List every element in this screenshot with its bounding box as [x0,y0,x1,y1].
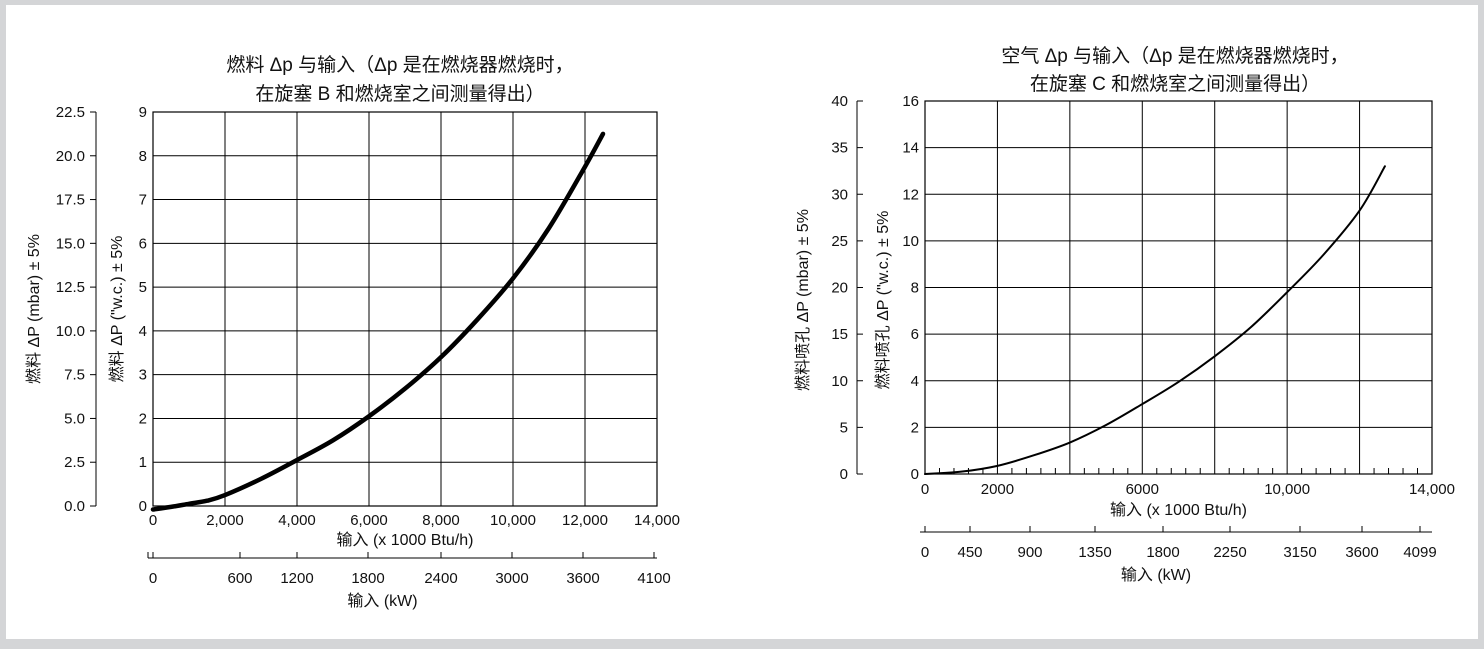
x-tick-label: 6,000 [350,512,388,529]
x2-tick-label: 2400 [424,570,457,587]
y-tick-label: 0 [911,466,919,483]
y-tick-label: 9 [139,104,147,121]
x-tick-label: 0 [149,512,157,529]
y-tick-label: 14 [902,140,919,157]
series-line [150,131,606,512]
x-tick-label: 14,000 [1409,481,1455,498]
x2-tick-label: 1350 [1078,544,1111,561]
chart-2: 空气 Δp 与输入（Δp 是在燃烧器燃烧时， 在旋塞 C 和燃烧室之间测量得出） 0… [794,45,1455,584]
x-axis-title: 输入 (x 1000 Btu/h) [1110,501,1247,519]
y2-tick-label: 17.5 [56,192,85,209]
y2-tick-label: 5.0 [64,410,85,427]
x2-tick-label: 0 [921,544,929,561]
x2-axis-title: 输入 (kW) [347,592,417,610]
y-tick-label: 2 [139,410,147,427]
x2-tick-label: 4099 [1403,544,1436,561]
chart-1: 燃料 Δp 与输入（Δp 是在燃烧器燃烧时， 在旋塞 B 和燃烧室之间测量得出） 0… [25,54,680,610]
x2-tick-label: 3600 [566,570,599,587]
y-tick-label: 8 [911,280,919,297]
y2-tick-label: 2.5 [64,454,85,471]
y2-tick-label: 25 [831,233,848,250]
y2-tick-label: 10 [831,373,848,390]
y-tick-label: 6 [911,326,919,343]
y-tick-label: 12 [902,186,919,203]
y2-tick-label: 30 [831,186,848,203]
x-tick-label: 4,000 [278,512,316,529]
y-axis-title: 燃料 ΔP ("w.c.) ± 5% [108,236,126,383]
y2-tick-label: 22.5 [56,104,85,121]
x-tick-label: 2000 [981,481,1014,498]
y-tick-label: 10 [902,233,919,250]
y-tick-label: 1 [139,454,147,471]
y2-tick-label: 10.0 [56,323,85,340]
chart-title-line: 空气 Δp 与输入（Δp 是在燃烧器燃烧时， [1001,45,1348,67]
chart-title-line: 在旋塞 B 和燃烧室之间测量得出） [255,83,544,105]
chart-title-line: 燃料 Δp 与输入（Δp 是在燃烧器燃烧时， [226,54,573,76]
y-axis-title: 燃料喷孔 ΔP ("w.c.) ± 5% [874,211,892,390]
x2-tick-label: 3150 [1283,544,1316,561]
y-tick-label: 16 [902,93,919,110]
y-tick-label: 0 [139,498,147,515]
x2-tick-label: 1200 [280,570,313,587]
x2-axis-title: 输入 (kW) [1121,566,1191,584]
series-line [924,165,1386,475]
x-tick-label: 12,000 [562,512,608,529]
x2-tick-label: 3000 [495,570,528,587]
x2-tick-label: 1800 [351,570,384,587]
y2-axis-title: 燃料喷孔 ΔP (mbar) ± 5% [794,209,812,391]
y2-tick-label: 20.0 [56,148,85,165]
x-tick-label: 10,000 [490,512,536,529]
x-axis-title: 输入 (x 1000 Btu/h) [337,531,474,549]
x2-tick-label: 900 [1017,544,1042,561]
figure-panel [6,5,1478,639]
y2-tick-label: 0.0 [64,498,85,515]
y2-tick-label: 20 [831,280,848,297]
x-tick-label: 8,000 [422,512,460,529]
x-tick-label: 6000 [1126,481,1159,498]
y-tick-label: 5 [139,279,147,296]
y2-tick-label: 12.5 [56,279,85,296]
y-tick-label: 8 [139,148,147,165]
x2-tick-label: 0 [149,570,157,587]
y2-tick-label: 7.5 [64,367,85,384]
y-tick-label: 4 [139,323,147,340]
x2-tick-label: 450 [957,544,982,561]
y2-tick-label: 15.0 [56,235,85,252]
y-tick-label: 4 [911,373,919,390]
y2-tick-label: 40 [831,93,848,110]
y-tick-label: 6 [139,235,147,252]
y2-axis-title: 燃料 ΔP (mbar) ± 5% [25,234,43,384]
y-tick-label: 7 [139,192,147,209]
x2-tick-label: 4100 [637,570,670,587]
y-tick-label: 3 [139,367,147,384]
x2-tick-label: 3600 [1345,544,1378,561]
y-tick-label: 2 [911,419,919,436]
x-tick-label: 10,000 [1264,481,1310,498]
x-tick-label: 14,000 [634,512,680,529]
y2-tick-label: 0 [840,466,848,483]
x-tick-label: 2,000 [206,512,244,529]
y2-tick-label: 15 [831,326,848,343]
x2-tick-label: 2250 [1213,544,1246,561]
plot-frame [152,111,658,507]
x2-tick-label: 600 [227,570,252,587]
y2-tick-label: 5 [840,419,848,436]
chart-title-line: 在旋塞 C 和燃烧室之间测量得出） [1030,73,1320,95]
y2-tick-label: 35 [831,140,848,157]
x-tick-label: 0 [921,481,929,498]
plot-frame [924,100,1433,475]
x2-tick-label: 1800 [1146,544,1179,561]
